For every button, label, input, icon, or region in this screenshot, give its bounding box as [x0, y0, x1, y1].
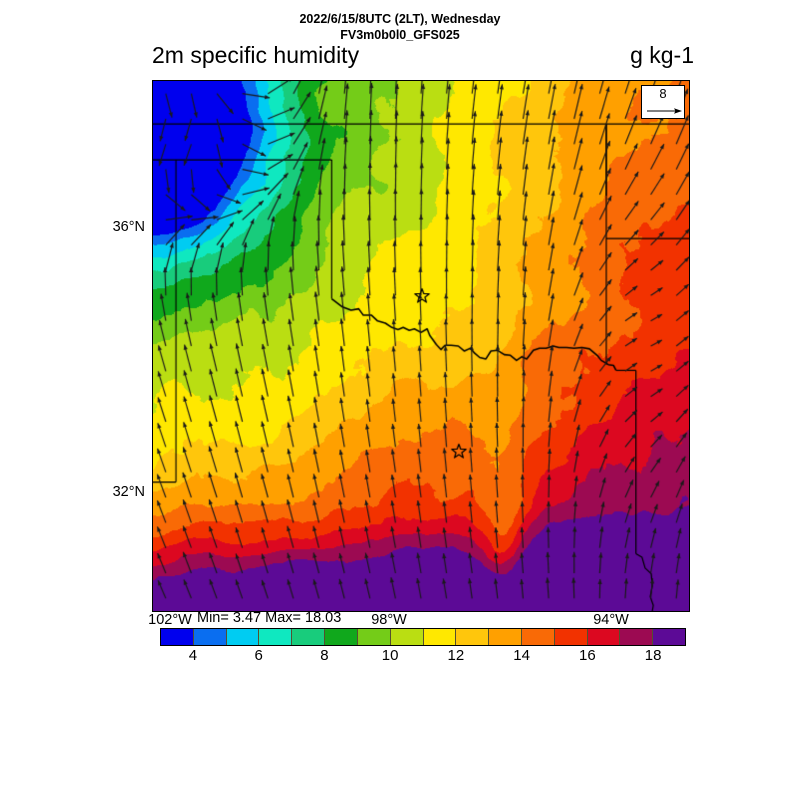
wind-vector-key-value: 8	[659, 86, 667, 101]
colorbar-segment	[554, 629, 588, 645]
colorbar-segment	[259, 629, 293, 645]
colorbar-tick-label: 6	[254, 647, 263, 664]
wind-vector-key: 8	[641, 85, 685, 119]
lon-label-94w: 94°W	[593, 612, 629, 628]
colorbar-tick-label: 14	[513, 647, 530, 664]
colorbar-segment	[161, 629, 194, 645]
humidity-field-canvas	[153, 81, 689, 611]
colorbar-segment	[456, 629, 490, 645]
header-model-name: FV3m0b0l0_GFS025	[340, 28, 460, 42]
colorbar-tick-labels: 4 6 8 10 12 14 16 18	[160, 647, 686, 667]
colorbar-tick-label: 18	[644, 647, 662, 664]
colorbar-tick-label: 10	[381, 647, 399, 664]
colorbar-segment	[653, 629, 685, 645]
colorbar-segment	[292, 629, 326, 645]
lat-label-32n: 32°N	[112, 484, 145, 500]
colorbar-segment	[587, 629, 621, 645]
lat-label-36n: 36°N	[112, 219, 145, 235]
lon-label-102w: 102°W	[148, 612, 192, 628]
colorbar-tick-label: 4	[188, 647, 198, 664]
header-datetime: 2022/6/15/8UTC (2LT), Wednesday	[299, 12, 501, 26]
colorbar-tick-label: 8	[320, 647, 329, 664]
colorbar-segment	[325, 629, 358, 645]
colorbar-tick-label: 12	[447, 647, 465, 664]
colorbar-tick-label: 16	[579, 647, 596, 664]
colorbar-segment	[521, 629, 555, 645]
lon-label-98w: 98°W	[371, 612, 407, 628]
colorbar-segment	[489, 629, 522, 645]
colorbar-segment	[423, 629, 457, 645]
page-title: 2m specific humidity	[152, 42, 360, 68]
map-plot-area[interactable]: 8	[152, 80, 690, 612]
units-label: g kg-1	[630, 42, 694, 68]
colorbar-segment	[620, 629, 654, 645]
colorbar-segment	[193, 629, 227, 645]
wind-vector-arrow-icon	[647, 108, 682, 114]
colorbar[interactable]	[160, 628, 686, 646]
colorbar-segment	[390, 629, 424, 645]
colorbar-segment	[226, 629, 260, 645]
colorbar-segment	[357, 629, 391, 645]
min-max-stats-label: Min= 3.47 Max= 18.03	[197, 610, 342, 626]
